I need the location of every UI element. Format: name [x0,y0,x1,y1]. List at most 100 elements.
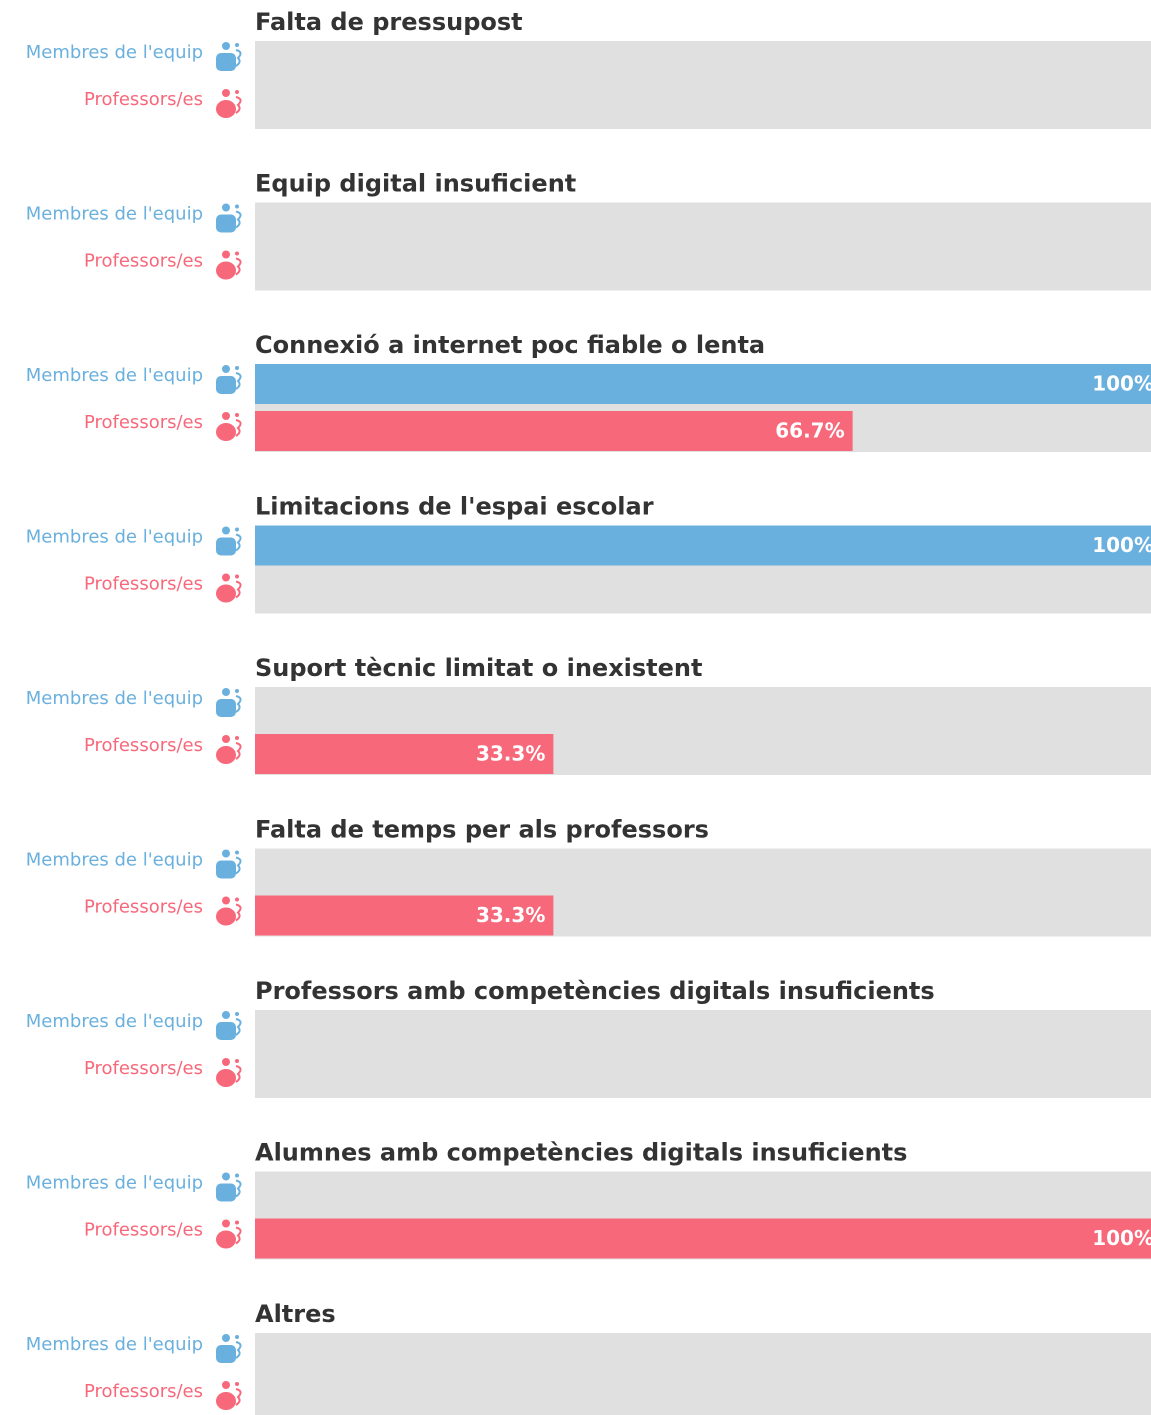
value-label: 33.3% [476,903,545,927]
person-icon [235,1335,239,1339]
person-icon [235,1226,242,1245]
person-icon [222,1011,230,1019]
person-icon [222,1381,230,1389]
person-icon [235,1220,239,1225]
group-title: Alumnes amb competències digitals insufi… [255,1139,907,1167]
value-label: 33.3% [476,742,545,766]
group-title: Limitacions de l'espai escolar [255,493,654,521]
bar-background [255,1010,1151,1098]
person-icon [216,261,236,280]
person-icon [222,1219,230,1228]
person-icon [216,214,236,233]
person-icon [235,1173,239,1178]
group-title: Suport tècnic limitat o inexistent [255,654,703,682]
person-icon [235,1388,242,1406]
person-icon [216,1022,236,1040]
bar-background [255,41,1151,129]
group-title: Equip digital insuficient [255,170,576,198]
person-icon [222,735,230,743]
person-icon [235,527,239,532]
person-icon [216,746,236,764]
person-icon [216,1069,236,1087]
person-icon [235,90,239,94]
person-icon [222,42,230,50]
series-label: Professors/es [84,251,203,272]
person-icon [235,1065,242,1083]
group-title: Falta de pressupost [255,8,523,36]
person-icon [216,1230,236,1249]
person-icon [216,423,236,441]
person-icon [235,1059,239,1063]
person-icon [216,860,236,879]
series-label: Membres de l'equip [26,204,203,225]
series-label: Membres de l'equip [26,42,203,63]
person-icon [216,584,236,603]
series-label: Membres de l'equip [26,1011,203,1032]
person-icon [216,376,236,394]
person-icon [235,419,242,437]
series-label: Membres de l'equip [26,527,203,548]
person-icon [235,850,239,855]
person-icon [235,1018,242,1036]
person-icon [216,100,236,118]
person-icon [222,365,230,373]
person-icon [222,573,230,582]
person-icon [222,688,230,696]
person-icon [235,742,242,760]
person-icon [216,1392,236,1410]
series-label: Membres de l'equip [26,688,203,709]
series-label: Professors/es [84,412,203,433]
bar-background [255,1333,1151,1415]
bar [255,1218,1151,1259]
series-label: Membres de l'equip [26,850,203,871]
bar [255,734,554,774]
person-icon [235,251,239,256]
person-icon [216,53,236,71]
person-icon [216,1183,236,1202]
person-icon [235,689,239,693]
bar [255,525,1151,566]
person-icon [222,1334,230,1342]
series-label: Membres de l'equip [26,1173,203,1194]
series-label: Professors/es [84,89,203,110]
person-icon [222,412,230,420]
person-icon [235,257,242,276]
series-label: Professors/es [84,735,203,756]
bar [255,411,853,451]
person-icon [235,533,242,552]
person-icon [235,736,239,740]
person-icon [235,856,242,875]
value-label: 66.7% [775,419,844,443]
value-label: 100% [1092,1226,1151,1250]
person-icon [235,204,239,209]
person-icon [216,1345,236,1363]
person-icon [216,537,236,556]
group-title: Connexió a internet poc fiable o lenta [255,331,765,359]
person-icon [235,1341,242,1359]
person-icon [235,1179,242,1198]
series-label: Professors/es [84,574,203,595]
bar [255,895,554,936]
series-label: Professors/es [84,897,203,918]
series-label: Professors/es [84,1220,203,1241]
person-icon [222,849,230,858]
person-icon [216,907,236,926]
series-label: Membres de l'equip [26,1334,203,1355]
person-icon [235,210,242,229]
person-icon [235,903,242,922]
series-label: Professors/es [84,1058,203,1079]
person-icon [222,896,230,905]
person-icon [235,695,242,713]
person-icon [222,203,230,212]
person-icon [235,580,242,599]
person-icon [222,1058,230,1066]
group-title: Professors amb competències digitals ins… [255,977,935,1005]
person-icon [235,574,239,579]
value-label: 100% [1092,533,1151,557]
value-label: 100% [1092,372,1151,396]
person-icon [216,699,236,717]
person-icon [235,96,242,114]
person-icon [222,526,230,535]
person-icon [222,89,230,97]
person-icon [235,413,239,417]
